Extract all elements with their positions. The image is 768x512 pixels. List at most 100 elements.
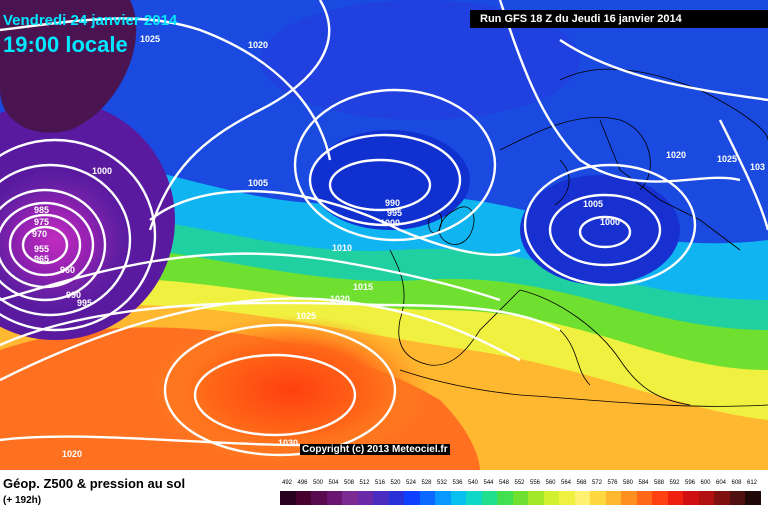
scale-label: 532 <box>437 480 448 486</box>
scale-label: 604 <box>716 480 727 486</box>
scale-label: 492 <box>282 480 293 486</box>
isobar-label: 995 <box>387 208 402 218</box>
isobar-label: 1025 <box>296 311 316 321</box>
isobar-label: 1020 <box>330 294 350 304</box>
isobar-label: 1005 <box>248 178 268 188</box>
scale-label: 568 <box>576 480 587 486</box>
forecast-range: (+ 192h) <box>3 495 42 506</box>
isobar-label: 1005 <box>583 199 603 209</box>
scale-label: 576 <box>607 480 618 486</box>
scale-label: 516 <box>375 480 386 486</box>
scale-label: 588 <box>654 480 665 486</box>
isobar-label: 960 <box>60 265 75 275</box>
isobar-label: 955 <box>34 244 49 254</box>
scale-swatch <box>419 491 435 505</box>
isobar-label: 995 <box>77 298 92 308</box>
scale-swatch <box>590 491 606 505</box>
scale-label: 580 <box>623 480 634 486</box>
high-pressure-core <box>150 315 430 465</box>
geopotential-map: 1025 1020 1000 1005 990 995 1000 1010 10… <box>0 0 768 470</box>
scale-label: 592 <box>669 480 680 486</box>
scale-swatch <box>652 491 668 505</box>
scale-label: 584 <box>638 480 649 486</box>
isobar-labels: 1025 1020 1000 1005 990 995 1000 1010 10… <box>32 34 765 459</box>
scale-swatch <box>605 491 621 505</box>
isobar-label: 965 <box>34 254 49 264</box>
scale-label: 496 <box>297 480 308 486</box>
model-run-label: Run GFS 18 Z du Jeudi 16 janvier 2014 <box>470 10 768 28</box>
isobar-label: 1000 <box>380 218 400 228</box>
legend-footer: Géop. Z500 & pression au sol (+ 192h) 49… <box>0 470 768 512</box>
scale-swatch <box>729 491 745 505</box>
isobar-label: 1020 <box>62 449 82 459</box>
scale-label: 500 <box>313 480 324 486</box>
scale-swatch <box>295 491 311 505</box>
scale-swatch <box>543 491 559 505</box>
scale-swatch <box>574 491 590 505</box>
isobar-label: 990 <box>66 290 81 300</box>
scale-label: 608 <box>731 480 742 486</box>
scale-swatch <box>497 491 513 505</box>
color-scale: 492 496 500 504 508 512 516 520 524 528 532 536 540 5… <box>280 478 764 510</box>
scale-label: 540 <box>468 480 479 486</box>
field-north-blue <box>260 0 580 120</box>
scale-label: 556 <box>530 480 541 486</box>
scale-label: 508 <box>344 480 355 486</box>
forecast-map: 1025 1020 1000 1005 990 995 1000 1010 10… <box>0 0 768 470</box>
isobar-label: 1025 <box>717 154 737 164</box>
scale-swatch <box>466 491 482 505</box>
scale-swatch <box>667 491 683 505</box>
isobar-label: 103 <box>750 162 765 172</box>
isobar-label: 970 <box>32 229 47 239</box>
scale-label: 572 <box>592 480 603 486</box>
scale-label: 548 <box>499 480 510 486</box>
scale-swatch <box>342 491 358 505</box>
isobar-label: 1000 <box>92 166 112 176</box>
scale-swatch <box>373 491 389 505</box>
scale-swatch <box>311 491 327 505</box>
scale-swatch <box>280 491 296 505</box>
scale-swatch <box>698 491 714 505</box>
scale-label: 560 <box>545 480 556 486</box>
copyright-notice: Copyright (c) 2013 Meteociel.fr <box>300 444 450 455</box>
scale-swatch <box>326 491 342 505</box>
scale-label: 600 <box>700 480 711 486</box>
field-northwest-dark <box>0 0 137 133</box>
scale-label: 524 <box>406 480 417 486</box>
scale-swatch <box>714 491 730 505</box>
scale-label: 528 <box>421 480 432 486</box>
scale-label: 612 <box>747 480 758 486</box>
scale-label: 520 <box>390 480 401 486</box>
scale-label: 536 <box>452 480 463 486</box>
scale-swatch <box>388 491 404 505</box>
map-title: Géop. Z500 & pression au sol <box>3 476 186 491</box>
isobar-label: 1000 <box>600 217 620 227</box>
isobar-label: 1020 <box>248 40 268 50</box>
scale-label: 512 <box>359 480 370 486</box>
isobar-label: 1010 <box>332 243 352 253</box>
scale-swatch <box>481 491 497 505</box>
scale-swatch <box>512 491 528 505</box>
scale-label: 504 <box>328 480 339 486</box>
scale-swatch <box>636 491 652 505</box>
scale-swatch <box>357 491 373 505</box>
scale-label: 564 <box>561 480 572 486</box>
forecast-date: Vendredi 24 janvier 2014 <box>3 12 178 29</box>
scale-swatch <box>435 491 451 505</box>
isobar-label: 1015 <box>353 282 373 292</box>
isobars <box>0 0 768 457</box>
low-scandinavia <box>520 175 680 285</box>
scale-swatch <box>450 491 466 505</box>
scale-swatch <box>528 491 544 505</box>
scale-swatch <box>404 491 420 505</box>
scale-swatch <box>745 491 761 505</box>
forecast-time: 19:00 locale <box>3 32 128 57</box>
isobar-label: 1020 <box>666 150 686 160</box>
isobar-label: 1025 <box>140 34 160 44</box>
scale-swatch <box>683 491 699 505</box>
isobar-label: 975 <box>34 217 49 227</box>
scale-swatch <box>559 491 575 505</box>
scale-label: 544 <box>483 480 494 486</box>
scale-label: 552 <box>514 480 525 486</box>
isobar-label: 990 <box>385 198 400 208</box>
